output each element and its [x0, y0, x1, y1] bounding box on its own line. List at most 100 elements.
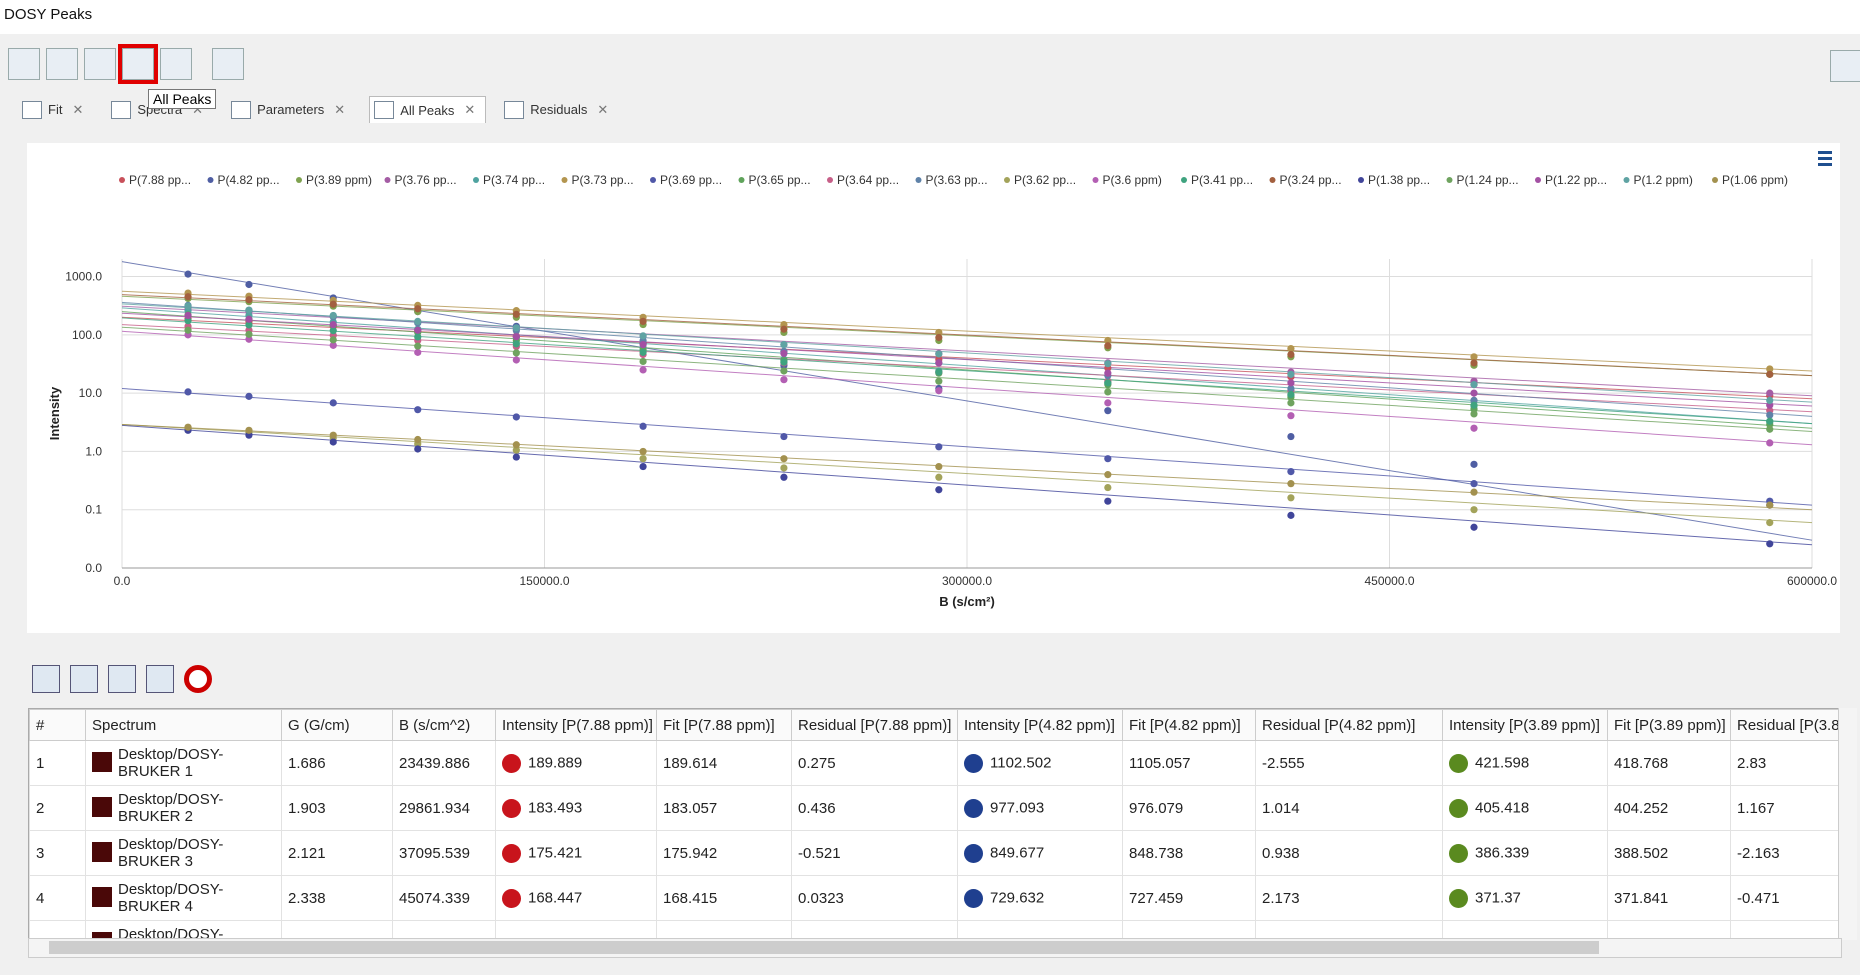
- cell-text: 37095.539: [399, 844, 470, 862]
- data-point: [1104, 455, 1112, 463]
- table-cell: 0.938: [1255, 830, 1443, 876]
- cell-text: 729.632: [990, 888, 1045, 906]
- legend-marker: [1712, 177, 1718, 183]
- cell-text: 2.83: [1737, 754, 1767, 772]
- table-cell: 0.275: [791, 740, 958, 786]
- table-cell: Desktop/DOSY-BRUKER 1: [85, 740, 282, 786]
- column-header: Fit [P(7.88 ppm)]: [656, 709, 792, 741]
- data-point: [414, 305, 422, 313]
- cell-text: 0.0323: [798, 889, 844, 907]
- legend-label: P(4.82 pp...: [218, 173, 280, 187]
- legend-marker: [915, 177, 922, 183]
- all-peaks-view-button[interactable]: [118, 44, 158, 84]
- legend-label: P(1.38 pp...: [1368, 173, 1430, 187]
- copy-button[interactable]: [70, 665, 98, 693]
- table-toolbar: [32, 665, 212, 693]
- cell-text: Desktop/DOSY-BRUKER 3: [118, 836, 224, 870]
- horizontal-scrollbar[interactable]: [28, 938, 1842, 958]
- spectrum-color: [92, 797, 112, 817]
- fit-line: [121, 312, 1813, 407]
- data-point: [1470, 480, 1478, 488]
- cell-text: 849.677: [990, 843, 1045, 861]
- residuals-view-button[interactable]: [160, 48, 192, 80]
- legend-label: P(1.22 pp...: [1545, 173, 1607, 187]
- y-tick-label: 1000.0: [65, 270, 102, 284]
- legend-label: P(3.62 pp...: [1014, 173, 1076, 187]
- y-tick-label: 10.0: [79, 386, 103, 400]
- data-point: [1287, 480, 1295, 488]
- data-point: [329, 336, 337, 344]
- x-tick-label: 450000.0: [1364, 574, 1414, 588]
- legend-label: P(3.69 pp...: [660, 173, 722, 187]
- table-cell: 2.121: [281, 830, 393, 876]
- column-header: Intensity [P(7.88 ppm)]: [495, 709, 657, 741]
- tab[interactable]: Parameters ✕: [227, 96, 355, 123]
- settings-button[interactable]: [184, 665, 212, 693]
- table-cell: Desktop/DOSY-BRUKER 4: [85, 875, 282, 921]
- cell-text: 175.421: [528, 843, 583, 861]
- table-cell: [1730, 920, 1841, 941]
- column-header: #: [29, 709, 86, 741]
- tab[interactable]: All Peaks ✕: [369, 96, 487, 123]
- table-cell: 1.686: [281, 740, 393, 786]
- copy-table-button[interactable]: [146, 665, 174, 693]
- data-point: [329, 320, 337, 329]
- view-toolbar: [8, 44, 244, 84]
- data-point: [184, 326, 192, 334]
- tab[interactable]: Fit ✕: [18, 96, 93, 123]
- table-cell: 421.598: [1442, 740, 1608, 786]
- cell-text: 183.057: [663, 799, 718, 817]
- data-point: [512, 441, 520, 449]
- data-point: [329, 431, 337, 439]
- y-tick-label: 0.0: [85, 561, 102, 575]
- cell-text: 189.889: [528, 753, 583, 771]
- data-point: [1470, 401, 1478, 409]
- cell-text: 1.903: [288, 799, 326, 817]
- table-cell: 45074.339: [392, 875, 496, 921]
- data-point: [780, 432, 788, 441]
- data-point: [639, 462, 647, 471]
- data-point: [1470, 460, 1478, 468]
- cell-text: 388.502: [1614, 844, 1669, 862]
- data-point: [1104, 379, 1112, 387]
- data-point: [329, 399, 337, 407]
- data-point: [245, 426, 253, 434]
- table-cell: 183.057: [656, 785, 792, 831]
- data-point: [184, 388, 192, 396]
- chart-menu-icon[interactable]: [1818, 151, 1832, 166]
- table-cell: 371.841: [1607, 875, 1731, 921]
- data-point: [184, 423, 192, 431]
- parameters-view-button[interactable]: [46, 48, 78, 80]
- data-point: [184, 311, 192, 320]
- table-cell: 404.252: [1607, 785, 1731, 831]
- fit-view-button[interactable]: [84, 48, 116, 80]
- save-button[interactable]: [32, 665, 60, 693]
- table-cell: -0.471: [1730, 875, 1841, 921]
- cell-text: 1.014: [1262, 799, 1300, 817]
- data-point: [780, 455, 788, 463]
- fit-line: [121, 423, 1813, 511]
- peak-color: [502, 753, 521, 773]
- legend-marker: [738, 177, 745, 183]
- cell-text: 386.339: [1475, 843, 1530, 861]
- plot-menu-button[interactable]: [212, 48, 244, 80]
- data-point: [512, 349, 520, 357]
- data-point: [1287, 468, 1295, 476]
- window-menu-button[interactable]: [1830, 50, 1860, 82]
- x-tick-label: 300000.0: [942, 574, 992, 588]
- cell-text: 421.598: [1475, 753, 1530, 771]
- tab[interactable]: Residuals ✕: [500, 96, 618, 123]
- fit-line: [121, 326, 1813, 432]
- vertical-scrollbar[interactable]: [1838, 708, 1857, 940]
- column-header: B (s/cm^2): [392, 709, 496, 741]
- data-point: [1287, 350, 1295, 359]
- legend-label: P(3.63 pp...: [926, 173, 988, 187]
- fit-line: [121, 330, 1813, 446]
- peak-color: [964, 888, 983, 908]
- data-point: [639, 366, 647, 374]
- spectra-view-button[interactable]: [8, 48, 40, 80]
- table-button[interactable]: [108, 665, 136, 693]
- peak-color: [964, 753, 983, 773]
- data-point: [184, 317, 192, 325]
